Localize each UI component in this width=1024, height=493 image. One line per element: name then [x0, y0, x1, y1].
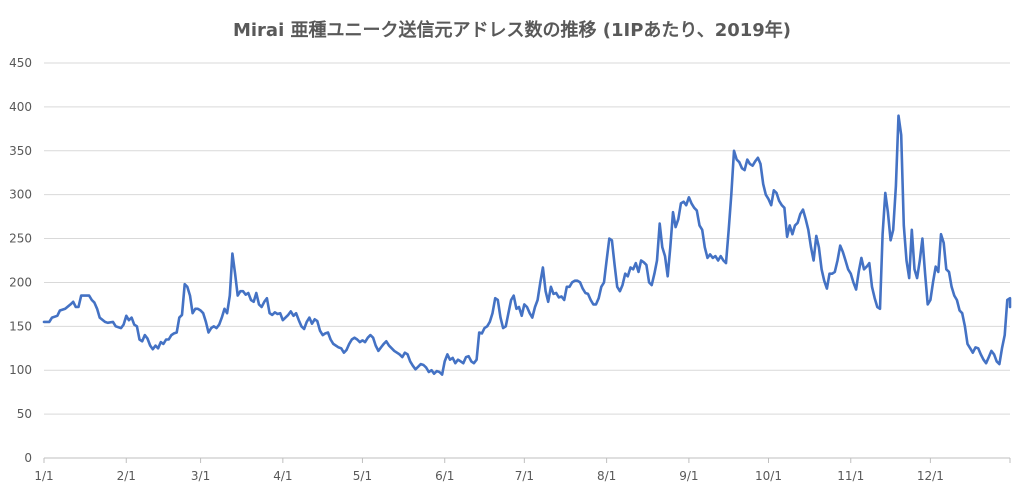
gridlines — [43, 62, 1011, 463]
y-tick-label: 400 — [9, 100, 32, 114]
x-tick-label: 4/1 — [273, 469, 292, 483]
y-tick-label: 0 — [24, 451, 32, 465]
x-tick-label: 5/1 — [353, 469, 372, 483]
series-layer — [42, 114, 1012, 376]
y-axis-tick-labels: 0 50 100 150 200 250 300 350 400 450 — [9, 56, 32, 465]
x-axis-tick-labels: 1/1 2/1 3/1 4/1 5/1 6/1 7/1 8/1 9/1 10/1 11/1 12/1 — [34, 469, 944, 483]
y-tick-label: 100 — [9, 363, 32, 377]
x-tick-label: 6/1 — [435, 469, 454, 483]
y-tick-label: 200 — [9, 275, 32, 289]
x-tick-label: 9/1 — [679, 469, 698, 483]
chart-title: Mirai 亜種ユニーク送信元アドレス数の推移 (1IPあたり、2019年) — [232, 20, 792, 41]
x-tick-label: 11/1 — [837, 469, 864, 483]
series-line — [42, 114, 1012, 376]
x-tick-label: 7/1 — [515, 469, 534, 483]
y-tick-label: 450 — [9, 56, 32, 70]
x-tick-label: 2/1 — [117, 469, 136, 483]
x-tick-label: 12/1 — [917, 469, 944, 483]
y-tick-label: 50 — [17, 407, 32, 421]
x-tick-label: 8/1 — [597, 469, 616, 483]
x-tick-label: 1/1 — [34, 469, 53, 483]
y-tick-label: 250 — [9, 232, 32, 246]
y-tick-label: 300 — [9, 188, 32, 202]
y-tick-label: 350 — [9, 144, 32, 158]
x-tick-label: 3/1 — [191, 469, 210, 483]
y-tick-label: 150 — [9, 319, 32, 333]
x-tick-label: 10/1 — [755, 469, 782, 483]
